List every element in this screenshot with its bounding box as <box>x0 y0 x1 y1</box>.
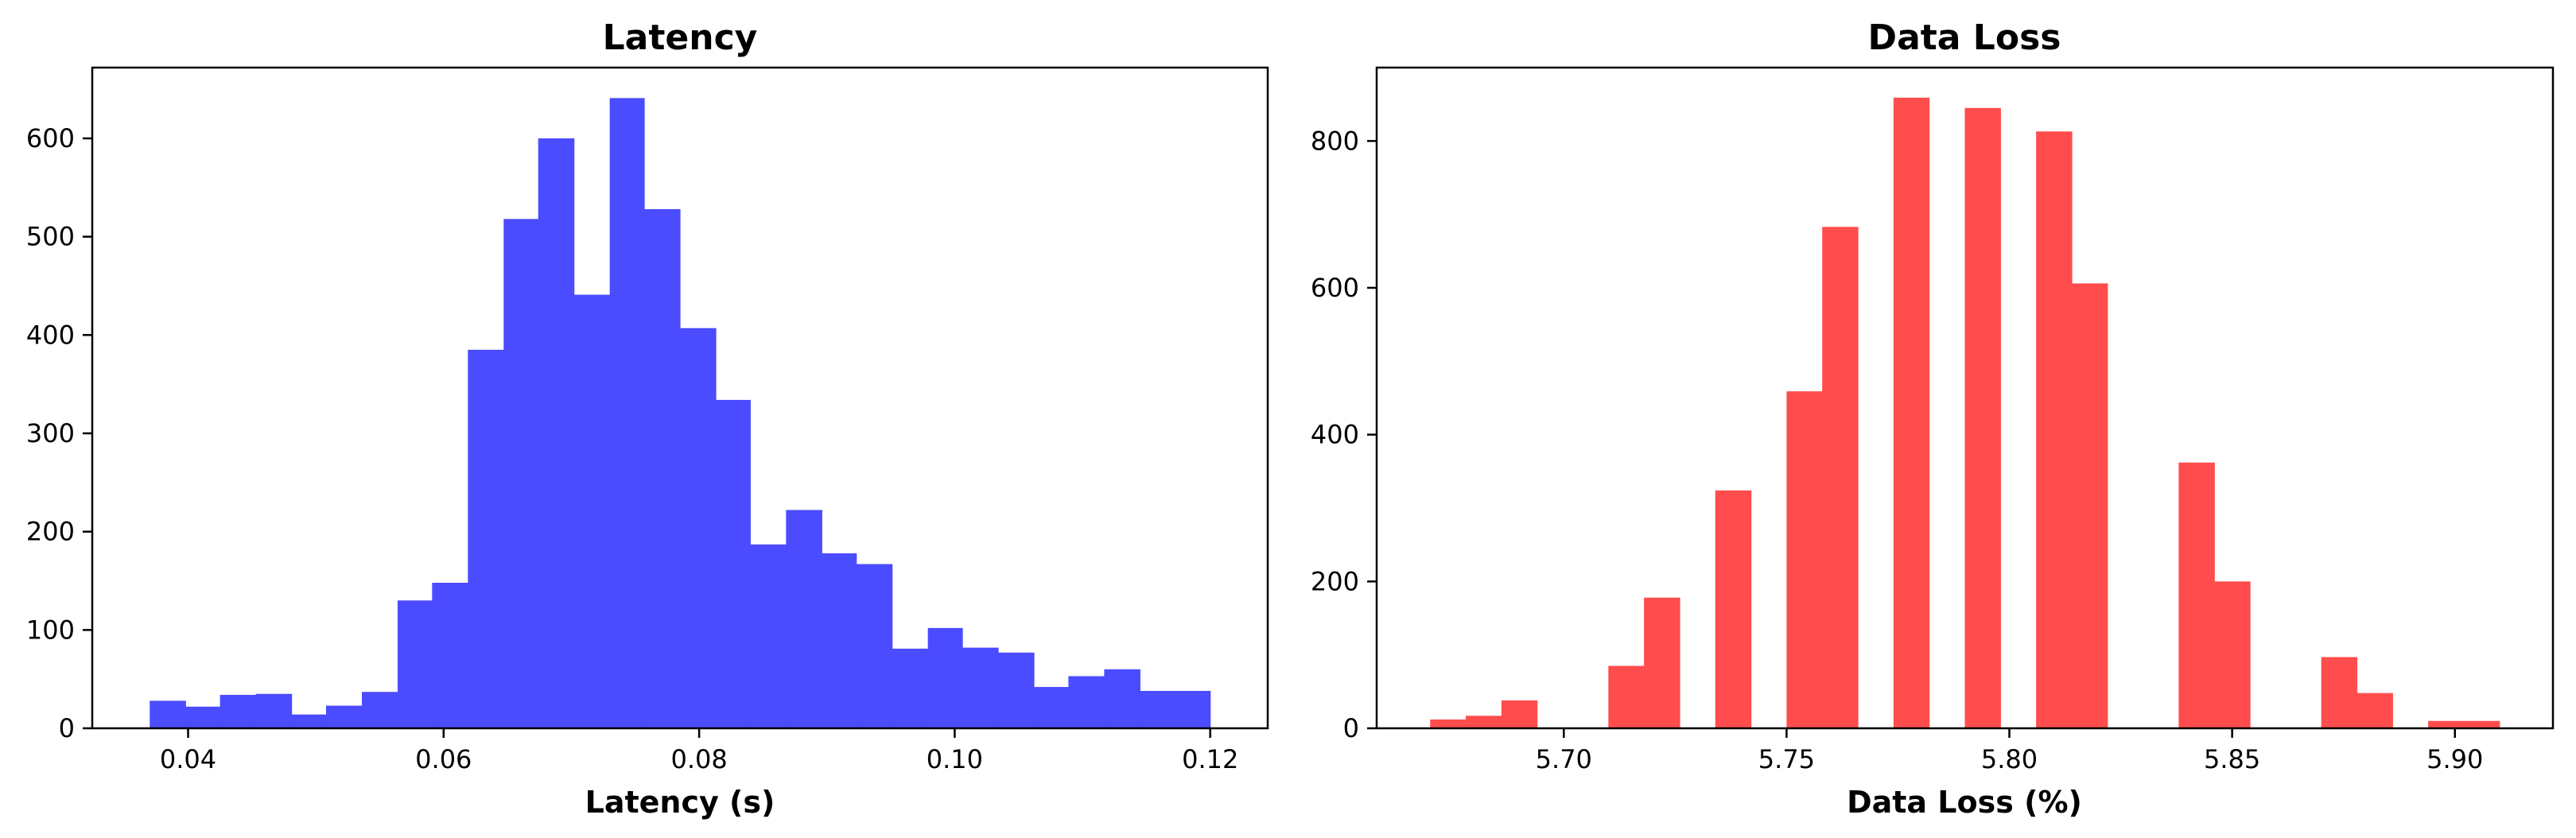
histogram-bar <box>220 694 257 728</box>
bars-group <box>1430 97 2500 729</box>
histogram-bar <box>1174 691 1211 728</box>
y-tick-label: 300 <box>26 418 75 448</box>
histogram-bar <box>1608 665 1645 728</box>
y-tick-label: 400 <box>26 320 75 350</box>
histogram-bar <box>468 349 504 728</box>
chart-title: Latency <box>603 17 758 58</box>
x-tick-label: 5.85 <box>2204 744 2260 774</box>
y-tick-label: 600 <box>26 123 75 153</box>
histogram-bar <box>644 209 681 728</box>
histogram-bar <box>2428 720 2465 728</box>
histogram-bar <box>573 294 611 728</box>
histogram-bar <box>856 564 893 728</box>
x-axis-label: Data Loss (%) <box>1847 785 2082 820</box>
histogram-bar <box>1822 227 1859 728</box>
x-tick-label: 5.90 <box>2426 744 2483 774</box>
y-axis-ticks: 0 100 200 300 400 500 600 <box>26 123 92 743</box>
x-tick-label: 0.10 <box>927 744 983 774</box>
histogram-bar <box>962 647 999 728</box>
x-tick-label: 5.75 <box>1758 744 1815 774</box>
histogram-bar <box>1893 97 1930 729</box>
histogram-bar <box>291 714 327 728</box>
y-tick-label: 0 <box>1343 713 1359 743</box>
histogram-bar <box>2321 657 2358 728</box>
histogram-bar <box>255 693 293 728</box>
histogram-bar <box>786 510 822 728</box>
histogram-bar <box>1466 716 1502 728</box>
x-axis-label: Latency (s) <box>585 785 775 820</box>
histogram-bar <box>1034 687 1069 728</box>
x-tick-label: 0.06 <box>415 744 472 774</box>
data-loss-histogram: Data Loss 5.70 5.75 5.80 5.85 5.90 0 200 400 60… <box>1311 17 2555 820</box>
histogram-bar <box>432 582 468 728</box>
histogram-bar <box>1140 691 1175 728</box>
histogram-bar <box>750 544 787 728</box>
histogram-bar <box>2214 581 2251 728</box>
bars-group <box>150 98 1211 729</box>
histogram-bar <box>1501 700 1538 728</box>
y-tick-label: 100 <box>26 615 75 645</box>
y-tick-label: 500 <box>26 222 75 252</box>
chart-title: Data Loss <box>1868 17 2061 58</box>
y-tick-label: 0 <box>59 713 75 743</box>
x-tick-label: 5.80 <box>1981 744 2038 774</box>
histogram-bar <box>2178 462 2215 728</box>
latency-histogram: Latency 0.04 0.06 0.08 0.10 0.12 0 100 200 300 4… <box>26 17 1269 820</box>
histogram-bar <box>2463 720 2500 728</box>
histogram-bar <box>1715 490 1752 728</box>
histogram-bar <box>892 648 929 728</box>
x-axis-ticks: 0.04 0.06 0.08 0.10 0.12 <box>160 728 1238 774</box>
histogram-bar <box>998 652 1035 728</box>
histogram-bar <box>927 627 963 728</box>
x-tick-label: 0.08 <box>670 744 727 774</box>
x-tick-label: 5.70 <box>1536 744 1592 774</box>
histogram-bar <box>1964 107 2001 728</box>
x-tick-label: 0.04 <box>160 744 216 774</box>
y-tick-label: 600 <box>1311 273 1359 303</box>
histogram-bar <box>1430 719 1467 728</box>
histogram-bar <box>2356 693 2393 728</box>
histogram-bar <box>2071 283 2108 729</box>
histogram-bar <box>185 706 221 728</box>
histogram-bar <box>538 138 575 729</box>
histogram-bar <box>325 705 363 728</box>
y-tick-label: 400 <box>1311 420 1359 450</box>
histogram-bar <box>397 600 433 728</box>
y-tick-label: 200 <box>1311 566 1359 596</box>
histogram-bar <box>1786 391 1823 728</box>
histogram-bar <box>609 98 645 728</box>
y-tick-label: 200 <box>26 517 75 547</box>
x-axis-ticks: 5.70 5.75 5.80 5.85 5.90 <box>1536 728 2483 774</box>
y-tick-label: 800 <box>1311 126 1359 156</box>
histogram-bar <box>361 692 398 728</box>
plot-frame <box>1375 66 2555 730</box>
histogram-bar <box>1068 676 1105 728</box>
histogram-bar <box>503 219 539 728</box>
histogram-bar <box>1104 669 1140 728</box>
histogram-bar <box>150 700 186 729</box>
histogram-bar <box>680 328 717 728</box>
plot-frame <box>91 66 1269 730</box>
histogram-bar <box>715 399 751 728</box>
histogram-bar <box>2036 131 2073 728</box>
histogram-bar <box>822 553 857 728</box>
x-tick-label: 0.12 <box>1182 744 1238 774</box>
y-axis-ticks: 0 200 400 600 800 <box>1311 126 1377 743</box>
histogram-bar <box>1644 597 1680 728</box>
